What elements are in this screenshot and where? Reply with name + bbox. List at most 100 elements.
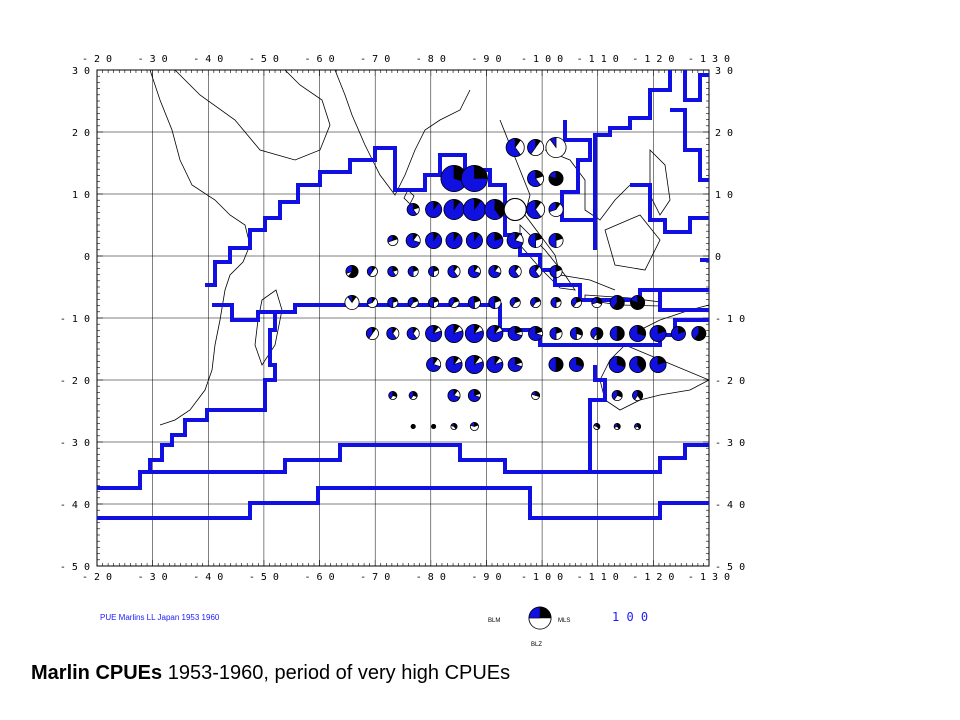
cpue-pie: [649, 325, 667, 342]
pie-slice: [549, 327, 557, 340]
lon-label-top: - 1 1 0: [577, 54, 619, 65]
cpue-pie: [387, 297, 399, 308]
pie-slice: [348, 265, 359, 278]
lat-label-right: 1 0: [715, 190, 733, 201]
pie-slice: [345, 265, 353, 274]
pie-slice: [528, 606, 541, 619]
pie-slice: [630, 295, 638, 303]
pie-slice: [410, 424, 416, 429]
lon-label-top: - 2 0: [82, 54, 112, 65]
pie-slice: [611, 390, 618, 400]
cpue-pie: [505, 138, 525, 157]
cpue-pie: [425, 201, 443, 218]
lon-label-top: - 1 2 0: [632, 54, 674, 65]
pie-slice: [629, 325, 646, 342]
lon-label-bottom: - 4 0: [193, 572, 223, 583]
pie-slice: [637, 356, 646, 372]
pie-slice: [530, 140, 544, 156]
pie-slice: [548, 233, 557, 248]
lat-label-left: 3 0: [72, 66, 90, 77]
map-tick-marks: [96, 69, 710, 567]
pie-slice: [425, 201, 442, 218]
cpue-pie: [465, 232, 483, 249]
cpue-pie: [447, 389, 461, 402]
lon-label-bottom: - 6 0: [304, 572, 334, 583]
pie-slice: [527, 170, 541, 187]
pie-slice: [550, 297, 557, 308]
boundary-east-island: [630, 183, 709, 234]
cpue-pie: [386, 327, 400, 340]
pie-slice: [590, 327, 598, 339]
pie-slice: [528, 233, 536, 248]
pie-slice: [613, 423, 618, 428]
pie-slice: [447, 265, 458, 278]
boundary-mid-south: [250, 312, 277, 412]
cpue-pie: [462, 198, 486, 221]
cpue-pie: [609, 295, 625, 310]
lat-label-left: - 2 0: [60, 376, 90, 387]
cpue-pie: [634, 423, 642, 430]
pie-slice: [387, 235, 394, 243]
pie-slice: [488, 265, 501, 278]
lat-label-right: - 1 0: [715, 314, 745, 325]
coast-australia: [599, 304, 710, 411]
cpue-pie: [425, 325, 443, 342]
boundary-inner: [205, 146, 709, 312]
pie-slice: [527, 139, 536, 155]
coast-arabia: [174, 69, 331, 161]
pie-slice: [571, 297, 577, 307]
pie-slice: [609, 295, 618, 309]
boundary-ne2: [560, 120, 597, 250]
cpue-pie: [486, 232, 504, 249]
pie-slice: [468, 389, 481, 402]
pie-slice: [367, 297, 373, 305]
pie-slice: [443, 199, 465, 220]
lat-label-left: - 3 0: [60, 438, 90, 449]
cpue-pie: [507, 326, 523, 341]
pie-slice: [450, 423, 455, 427]
lon-label-bottom: - 7 0: [360, 572, 390, 583]
cpue-pie: [428, 297, 440, 308]
cpue-pie: [613, 423, 621, 430]
pie-slice: [470, 422, 475, 427]
lon-label-bottom: - 2 0: [82, 572, 112, 583]
lat-label-right: - 3 0: [715, 438, 745, 449]
cpue-pie: [528, 233, 544, 248]
lon-label-bottom: - 1 2 0: [632, 572, 674, 583]
pie-slice: [488, 296, 496, 309]
pie-slice: [531, 391, 536, 396]
cpue-pie: [548, 233, 564, 248]
pie-slice: [407, 297, 414, 307]
cpue-pie: [484, 199, 506, 220]
pie-slice: [528, 617, 552, 630]
pie-slice: [431, 424, 437, 429]
cpue-pie: [366, 297, 378, 308]
pie-slice: [506, 232, 524, 249]
pie-slice: [486, 232, 504, 249]
pie-slice: [368, 328, 379, 340]
cpue-pie: [486, 325, 504, 342]
cpue-pie: [691, 326, 707, 341]
fishing-area-boundaries: [97, 70, 709, 520]
cpue-pie: [407, 297, 419, 308]
cpue-pie: [488, 296, 502, 309]
cpue-pie: [506, 232, 524, 249]
pie-slice: [539, 606, 552, 619]
lon-label-top: - 9 0: [471, 54, 501, 65]
pie-slice: [388, 391, 394, 400]
pie-slice: [428, 266, 434, 277]
pie-slice: [367, 298, 378, 308]
cpue-pie: [406, 203, 420, 216]
cpue-pie: [387, 266, 399, 277]
cpue-pie: [526, 200, 546, 219]
lat-label-left: - 4 0: [60, 500, 90, 511]
lon-label-top: - 5 0: [249, 54, 279, 65]
cpue-pie: [509, 297, 521, 308]
lon-label-bottom: - 5 0: [249, 572, 279, 583]
pie-slice: [548, 357, 557, 372]
cpue-pie: [549, 327, 563, 340]
legend-key-blm: BLM: [488, 618, 500, 624]
cpue-pie: [406, 327, 420, 340]
pie-slice: [445, 232, 463, 249]
